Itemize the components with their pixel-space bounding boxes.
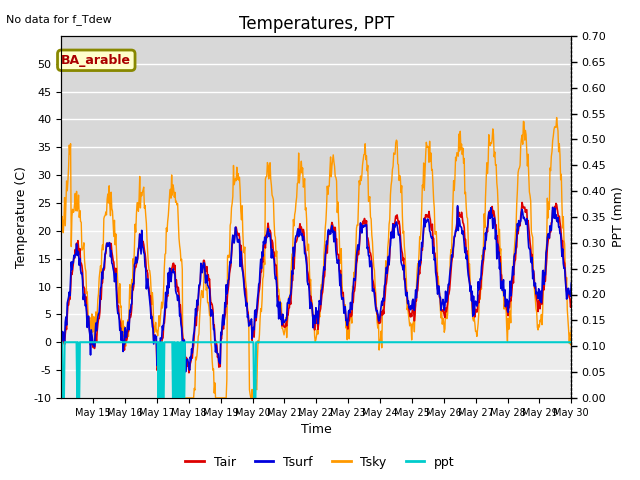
Text: No data for f_Tdew: No data for f_Tdew xyxy=(6,14,112,25)
Y-axis label: Temperature (C): Temperature (C) xyxy=(15,166,28,268)
Legend: Tair, Tsurf, Tsky, ppt: Tair, Tsurf, Tsky, ppt xyxy=(180,451,460,474)
X-axis label: Time: Time xyxy=(301,423,332,436)
Bar xyxy=(61,36,572,203)
Y-axis label: PPT (mm): PPT (mm) xyxy=(612,187,625,247)
Bar xyxy=(61,203,572,398)
Title: Temperatures, PPT: Temperatures, PPT xyxy=(239,15,394,33)
Text: BA_arable: BA_arable xyxy=(61,54,131,67)
